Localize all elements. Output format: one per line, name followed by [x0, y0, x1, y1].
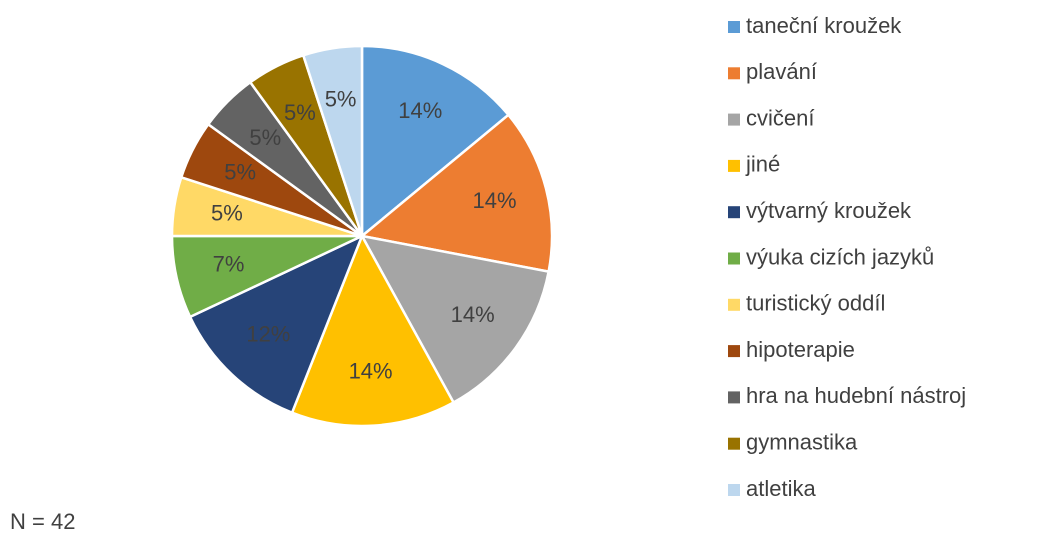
pie-slice — [359, 113, 554, 274]
legend-swatch — [728, 484, 740, 496]
pie-slice — [188, 233, 365, 415]
data-label: 5% — [224, 160, 256, 185]
legend-swatch — [728, 21, 740, 33]
legend-label: hipoterapie — [746, 337, 855, 362]
annotation: N = 42 — [10, 509, 75, 534]
legend-swatch — [728, 113, 740, 126]
legend-label: taneční kroužek — [746, 13, 902, 38]
pie-slice — [360, 44, 511, 239]
data-label: 5% — [284, 100, 316, 125]
pie-slice — [301, 44, 364, 237]
legend-label: turistický oddíl — [746, 291, 885, 316]
data-label: 14% — [472, 188, 516, 213]
legend-swatch — [728, 206, 740, 219]
data-label: 14% — [398, 98, 442, 123]
legend-swatch — [728, 437, 740, 450]
data-label: 12% — [246, 322, 290, 347]
data-label: 5% — [325, 87, 357, 112]
legend-swatch — [728, 252, 740, 265]
data-label: 5% — [249, 125, 281, 150]
data-label: 14% — [451, 302, 495, 327]
data-label: 14% — [349, 358, 393, 383]
legend-swatch — [728, 391, 740, 404]
legend-label: výtvarný kroužek — [746, 198, 912, 223]
pie-slice — [290, 233, 456, 428]
pie-slice — [359, 234, 551, 405]
legend-swatch — [728, 67, 740, 80]
legend-label: gymnastika — [746, 430, 858, 455]
legend-label: výuka cizích jazyků — [746, 244, 934, 269]
legend-label: cvičení — [746, 105, 814, 130]
legend-swatch — [728, 298, 740, 311]
legend-label: atletika — [746, 476, 816, 501]
data-label: 7% — [213, 252, 245, 277]
legend-swatch — [728, 159, 740, 172]
legend-swatch — [728, 345, 740, 358]
legend-label: hra na hudební nástroj — [746, 383, 966, 408]
legend-label: jiné — [745, 152, 780, 177]
data-label: 5% — [211, 200, 243, 225]
legend-label: plavání — [746, 59, 817, 84]
